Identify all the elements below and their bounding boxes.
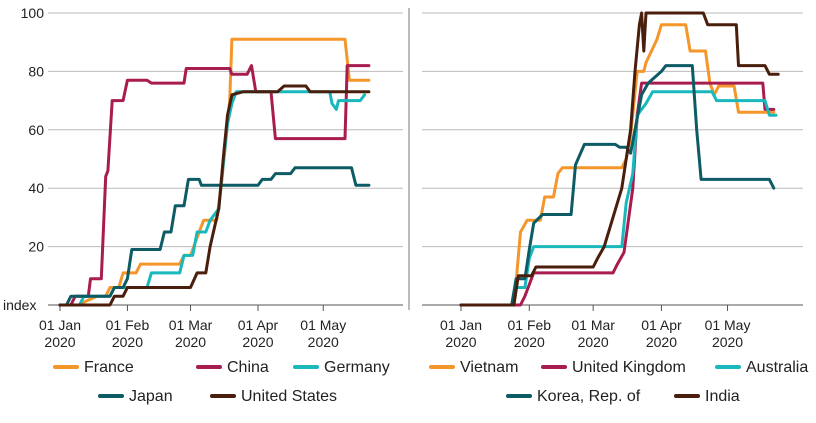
legend-label: United Kingdom: [572, 359, 686, 376]
x-tick-label: 01 Mar: [571, 317, 615, 333]
legend-item: Japan: [98, 388, 173, 405]
x-tick-year: 2020: [308, 334, 339, 350]
x-tick-label: 01 Jan: [440, 317, 482, 333]
series-line-korea-rep-of: [459, 64, 776, 307]
x-tick-year: 2020: [445, 334, 476, 350]
y-tick-label: index: [3, 297, 36, 313]
legend-item: India: [674, 388, 740, 405]
legend-label: Vietnam: [460, 359, 518, 376]
x-tick-year: 2020: [175, 334, 206, 350]
legend-item: Korea, Rep. of: [506, 388, 641, 405]
x-tick-label: 01 Feb: [507, 317, 551, 333]
x-tick-label: 01 Feb: [106, 317, 150, 333]
y-tick-label: 40: [28, 180, 44, 196]
series-line-japan: [58, 166, 371, 307]
x-tick-year: 2020: [44, 334, 75, 350]
x-tick-year: 2020: [578, 334, 609, 350]
y-tick-label: 80: [28, 63, 44, 79]
x-tick-label: 01 Apr: [641, 317, 682, 333]
x-tick-label: 01 Apr: [238, 317, 279, 333]
legend-label: Japan: [129, 388, 173, 405]
legend-item: Australia: [715, 359, 808, 376]
legend-item: United Kingdom: [541, 359, 686, 376]
legend-item: Vietnam: [429, 359, 518, 376]
x-tick-label: 01 Mar: [169, 317, 213, 333]
series-line-united-states: [58, 84, 371, 307]
series-line-australia: [459, 90, 778, 307]
legend-item: Germany: [293, 359, 390, 376]
series-line-united-kingdom: [459, 81, 776, 307]
legend-label: China: [227, 359, 269, 376]
x-tick-year: 2020: [514, 334, 545, 350]
legend-label: United States: [241, 388, 337, 405]
x-tick-label: 01 Jan: [39, 317, 81, 333]
x-tick-year: 2020: [242, 334, 273, 350]
legend-label: Korea, Rep. of: [537, 388, 641, 405]
x-tick-label: 01 May: [300, 317, 346, 333]
x-tick-year: 2020: [646, 334, 677, 350]
legend-item: China: [196, 359, 269, 376]
x-tick-label: 01 May: [705, 317, 751, 333]
series-line-india: [459, 11, 780, 307]
legend-item: United States: [210, 388, 337, 405]
legend-label: India: [705, 388, 740, 405]
y-tick-label: 60: [28, 122, 44, 138]
x-tick-year: 2020: [112, 334, 143, 350]
legend-label: Germany: [324, 359, 390, 376]
y-tick-label: 20: [28, 239, 44, 255]
legend-label: Australia: [746, 359, 808, 376]
legend-item: France: [53, 359, 134, 376]
legend-label: France: [84, 359, 134, 376]
y-tick-label: 100: [21, 5, 45, 21]
x-tick-year: 2020: [712, 334, 743, 350]
